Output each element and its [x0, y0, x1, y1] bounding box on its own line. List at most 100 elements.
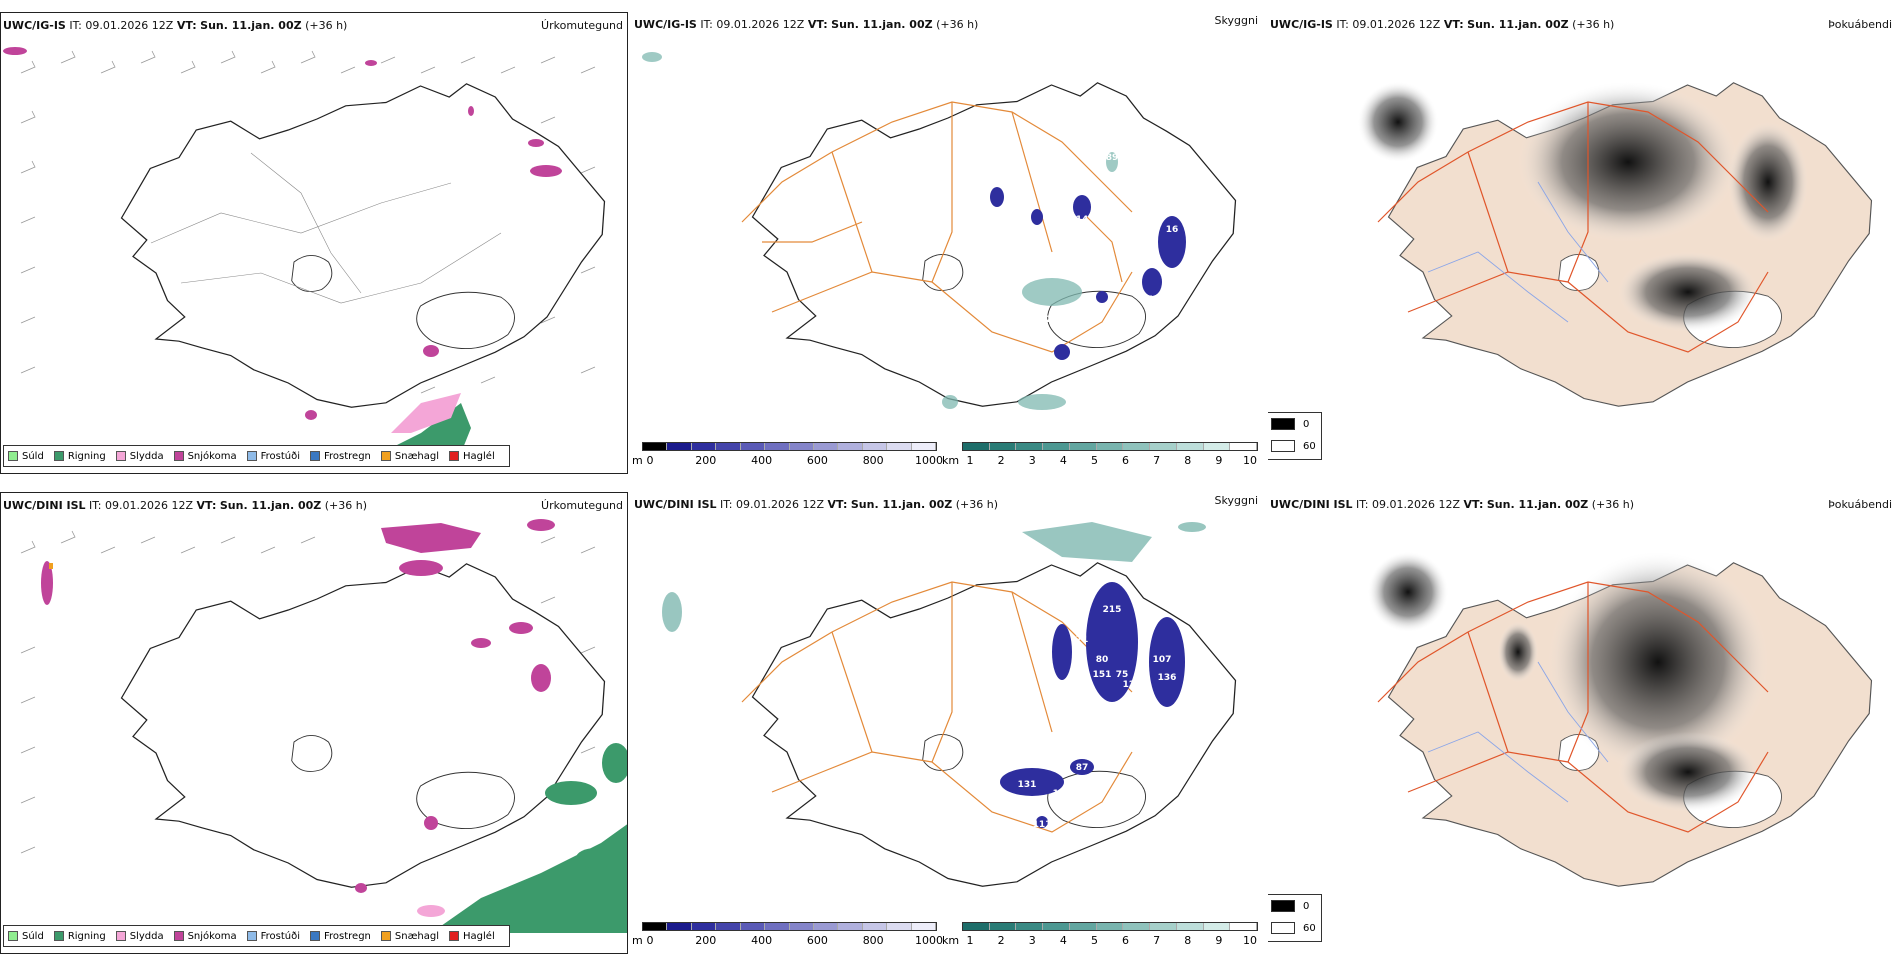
cloud-base-value: 87	[1076, 763, 1089, 773]
legend-swatch	[380, 931, 391, 941]
cloud-base-value: 131	[1018, 780, 1037, 790]
cloud-base-value: 89	[1106, 153, 1119, 163]
fog-index-map	[1358, 82, 1873, 407]
colorbar-cell	[1150, 443, 1177, 450]
legend-swatch	[115, 451, 126, 461]
cloud-base-value: 215	[1103, 605, 1122, 615]
colorbar-tick: 9	[1215, 454, 1223, 467]
legend-label: Súld	[22, 450, 44, 462]
legend-label: Frostregn	[324, 930, 371, 942]
colorbar-cell	[643, 923, 668, 930]
wind-barbs	[20, 50, 596, 394]
visibility-areas	[642, 52, 1118, 410]
colorbar-tick: 1	[966, 454, 974, 467]
legend-label: Súld	[22, 930, 44, 942]
colorbar-cell	[716, 923, 741, 930]
field-label: Skyggni	[1214, 494, 1258, 507]
precip-type-map	[3, 47, 606, 453]
cloud-base-labels: 16 84 13 28 76 16 14 89	[1046, 153, 1187, 373]
colorbar-tick: 1000	[915, 454, 943, 467]
fog-legend-row: 60	[1268, 917, 1321, 939]
legend-item-1: Rigning	[53, 931, 106, 942]
colorbar-cell	[1203, 923, 1231, 930]
fog-legend-label: 60	[1303, 922, 1316, 934]
colorbar-tick: 10	[1243, 454, 1257, 467]
colorbar-cell	[838, 443, 863, 450]
panel-header: UWC/DINI ISL IT: 09.01.2026 12Z VT: Sun.…	[634, 498, 999, 511]
colorbar-tick: 200	[695, 934, 717, 947]
field-label: Úrkomutegund	[541, 19, 623, 32]
rivers	[1427, 181, 1609, 323]
colorbar-cell	[1176, 923, 1204, 930]
colorbar-tick: 5	[1090, 454, 1098, 467]
colorbar-cell	[838, 923, 863, 930]
cloud-base-value: 76	[1056, 363, 1069, 373]
fog-legend-label: 0	[1303, 900, 1310, 912]
fog-legend-swatch	[1271, 440, 1295, 452]
colorbar-cell	[789, 923, 814, 930]
cloud-base-value: 13	[1091, 308, 1104, 318]
cloud-base-value: 121	[1123, 680, 1142, 690]
colorbar-tick: 3	[1028, 454, 1036, 467]
cloud-base-value: 16	[1174, 205, 1187, 215]
legend-swatch	[8, 451, 18, 461]
colorbar-cell	[887, 443, 912, 450]
legend-item-2: Slydda	[115, 930, 164, 942]
legend-label: Snæhagl	[394, 930, 440, 942]
colorbar-tick: 0	[646, 454, 654, 467]
legend-label: Snjókoma	[187, 930, 237, 942]
legend-swatch	[246, 931, 257, 941]
colorbar-tick: 800	[862, 454, 884, 467]
panel-header: UWC/IG-IS IT: 09.01.2026 12Z VT: Sun. 11…	[1270, 18, 1615, 31]
fog-index-legend: 0 60	[1268, 894, 1322, 942]
colorbar-tick: 1	[966, 934, 974, 947]
field-label: Þokuábendi	[1828, 498, 1892, 511]
colorbar-cell	[963, 443, 990, 450]
cloud-base-value: 14	[1076, 215, 1089, 225]
colorbar-cell	[1069, 923, 1097, 930]
legend-item-3: Snjókoma	[173, 930, 237, 942]
legend-swatch	[173, 451, 184, 461]
visibility-colorbar: km 1 2 3 4 5 6 7 8 9 10	[942, 440, 1260, 470]
colorbar-tick: 4	[1059, 454, 1067, 467]
colorbar-tick: 5	[1090, 934, 1098, 947]
legend-item-7: Haglél	[449, 451, 495, 462]
colorbar-tick: 800	[862, 934, 884, 947]
colorbar-cell	[887, 923, 912, 930]
colorbar-cell	[716, 443, 741, 450]
legend-swatch	[53, 931, 64, 941]
colorbar-cell	[691, 443, 717, 450]
colorbar-cell	[740, 443, 766, 450]
colorbar-tick: 1000	[915, 934, 943, 947]
legend-item-4: Frostúði	[246, 931, 300, 942]
colorbar-cell	[1123, 443, 1151, 450]
colorbar-tick: 8	[1184, 934, 1192, 947]
cloud-base-value: 84	[1141, 295, 1154, 305]
legend-swatch	[8, 931, 18, 941]
legend-swatch	[310, 931, 320, 941]
colorbar-cell	[911, 443, 937, 450]
colorbar-tick: 200	[695, 454, 717, 467]
colorbar-cell	[1069, 443, 1097, 450]
colorbar-cell	[1016, 923, 1044, 930]
legend-label: Slydda	[129, 930, 164, 942]
panel-header: UWC/IG-IS IT: 09.01.2026 12Z VT: Sun. 11…	[634, 18, 979, 31]
fog-legend-swatch	[1271, 900, 1295, 912]
fog-legend-swatch	[1271, 922, 1295, 934]
panel-header: UWC/DINI ISL IT: 09.01.2026 12Z VT: Sun.…	[1270, 498, 1635, 511]
legend-label: Haglél	[463, 450, 495, 462]
cloud-base-value: 80	[1096, 655, 1109, 665]
colorbar-tick: 8	[1184, 454, 1192, 467]
field-label: Úrkomutegund	[541, 499, 623, 512]
cloud-base-value: 136	[1158, 673, 1177, 683]
colorbar-cell	[1150, 923, 1177, 930]
fog-legend-label: 0	[1303, 418, 1310, 430]
colorbar-cell	[691, 923, 717, 930]
fog-legend-swatch	[1271, 418, 1295, 430]
legend-swatch	[380, 451, 391, 461]
legend-label: Snæhagl	[394, 450, 440, 462]
legend-swatch	[246, 451, 257, 461]
cloud-base-value: 151	[1093, 670, 1112, 680]
legend-label: Frostúði	[260, 450, 300, 462]
precip-type-legend: Súld Rigning Slydda Snjókoma Frostúði Frostre…	[3, 925, 510, 947]
